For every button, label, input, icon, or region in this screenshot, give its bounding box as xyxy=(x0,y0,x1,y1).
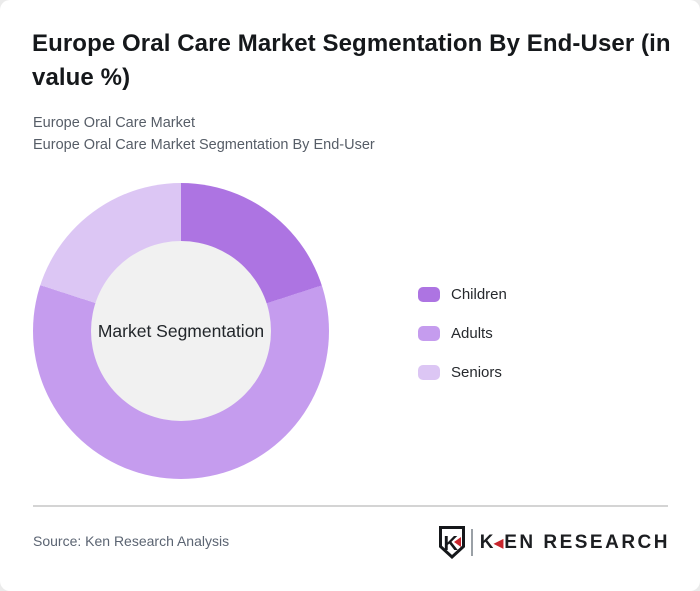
chart-subtitles: Europe Oral Care Market Europe Oral Care… xyxy=(33,112,375,156)
legend-swatch-children xyxy=(418,287,440,302)
donut-chart[interactable]: Market Segmentation xyxy=(33,183,329,479)
chart-subtitle-line1: Europe Oral Care Market xyxy=(33,115,195,131)
footer-divider xyxy=(33,505,668,507)
ken-research-shield-icon: K xyxy=(438,526,465,559)
legend-swatch-adults xyxy=(418,326,440,341)
logo-wordmark-rest: EN RESEARCH xyxy=(504,531,670,553)
legend-swatch-seniors xyxy=(418,365,440,380)
logo-wordmark-k: K xyxy=(479,531,496,553)
chart-title: Europe Oral Care Market Segmentation By … xyxy=(32,30,671,91)
legend-item-seniors[interactable]: Seniors xyxy=(418,364,507,381)
svg-text:K: K xyxy=(443,533,458,555)
donut-hole: Market Segmentation xyxy=(91,241,271,421)
legend-item-children[interactable]: Children xyxy=(418,286,507,303)
source-text: Source: Ken Research Analysis xyxy=(33,533,230,549)
logo-red-triangle-icon: ◀ xyxy=(493,535,504,550)
ken-research-logo: K K ◀ EN RESEARCH xyxy=(438,526,670,559)
chart-subtitle-line2: Europe Oral Care Market Segmentation By … xyxy=(33,137,375,153)
donut-center-label: Market Segmentation xyxy=(97,320,265,341)
logo-wordmark: K ◀ EN RESEARCH xyxy=(480,532,670,554)
legend-label-children: Children xyxy=(451,286,507,303)
chart-legend: Children Adults Seniors xyxy=(418,286,507,403)
logo-separator-bar xyxy=(470,529,473,556)
legend-label-seniors: Seniors xyxy=(451,364,502,381)
legend-label-adults: Adults xyxy=(451,325,493,342)
legend-item-adults[interactable]: Adults xyxy=(418,325,507,342)
